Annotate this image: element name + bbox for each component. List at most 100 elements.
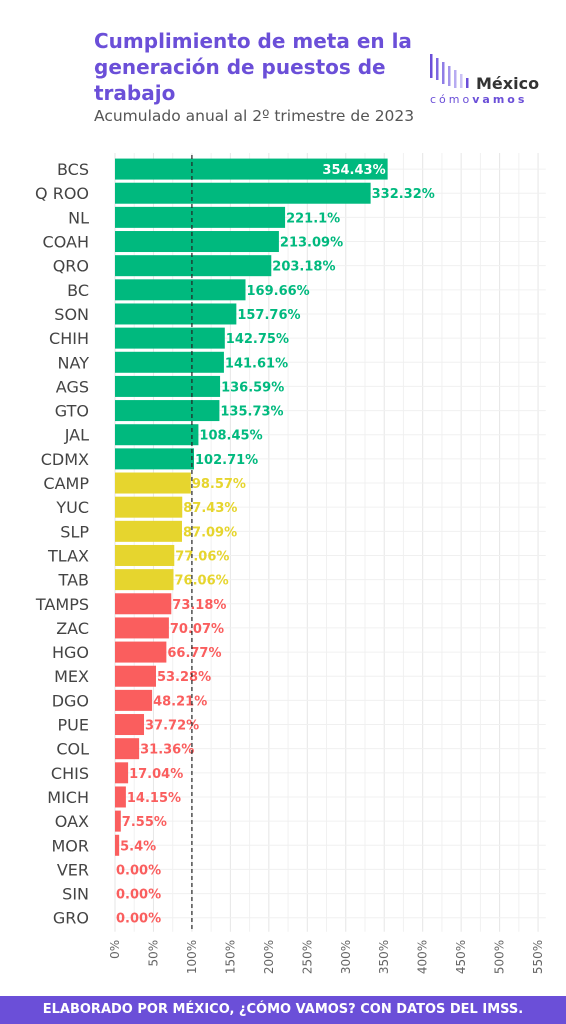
bar-chart: 0% 50% 100% 150% 200% 250% 300% 350% 400% 450% 500… <box>35 153 546 974</box>
bar <box>115 714 145 736</box>
x-tick-label: 200% <box>262 940 276 974</box>
category-label: CHIS <box>51 764 89 783</box>
x-tick-label: 550% <box>531 940 545 974</box>
category-label: COL <box>56 740 89 759</box>
category-label: SIN <box>62 885 89 904</box>
bar <box>115 327 225 349</box>
x-tick-label: 400% <box>416 940 430 974</box>
bar <box>115 255 272 277</box>
bar <box>115 351 224 373</box>
category-label: SLP <box>60 522 89 541</box>
data-label: 70.07% <box>170 622 224 637</box>
x-tick-label: 150% <box>223 940 237 974</box>
category-label: GRO <box>53 909 89 928</box>
bar <box>115 689 153 711</box>
category-label: DGO <box>52 691 89 710</box>
data-label: 141.61% <box>225 356 288 371</box>
x-tick-label: 350% <box>377 940 391 974</box>
data-label: 0.00% <box>116 863 161 878</box>
bar <box>115 544 175 566</box>
bar <box>115 738 140 760</box>
data-label: 66.77% <box>167 646 221 661</box>
bar <box>115 303 237 325</box>
category-label: PUE <box>58 716 89 735</box>
x-tick-label: 50% <box>146 940 160 967</box>
bar <box>115 520 182 542</box>
data-label: 37.72% <box>145 719 199 734</box>
x-tick-label: 500% <box>493 940 507 974</box>
x-tick-label: 0% <box>108 940 122 959</box>
data-label: 77.06% <box>175 549 229 564</box>
logo-name: México <box>476 74 540 93</box>
category-label: Q ROO <box>35 184 89 203</box>
category-label: GTO <box>55 402 89 421</box>
category-label: VER <box>57 860 89 879</box>
bar <box>115 158 388 180</box>
bar <box>115 231 279 253</box>
data-label: 108.45% <box>199 429 262 444</box>
data-label: 169.66% <box>247 284 310 299</box>
category-label: TAMPS <box>35 595 89 614</box>
data-label: 87.43% <box>183 501 237 516</box>
bar <box>115 424 199 446</box>
bar <box>115 569 174 591</box>
x-tick-label: 450% <box>454 940 468 974</box>
bar <box>115 617 169 639</box>
category-label: OAX <box>55 812 89 831</box>
data-label: 332.32% <box>372 187 435 202</box>
data-label: 76.06% <box>175 574 229 589</box>
data-label: 142.75% <box>226 332 289 347</box>
data-label: 7.55% <box>122 815 167 830</box>
bar <box>115 593 172 615</box>
bar <box>115 400 220 422</box>
bar <box>115 665 156 687</box>
category-label: BCS <box>57 160 89 179</box>
data-label: 5.4% <box>120 839 156 854</box>
category-label: COAH <box>43 233 89 252</box>
category-label: SON <box>54 305 89 324</box>
data-label: 221.1% <box>286 211 340 226</box>
mexico-como-vamos-logo: México cómovamos <box>426 50 556 106</box>
data-label: 17.04% <box>129 767 183 782</box>
category-label: MICH <box>47 788 89 807</box>
bar <box>115 375 221 397</box>
logo-bars-icon <box>430 54 469 88</box>
data-label: 73.18% <box>172 598 226 613</box>
category-label: BC <box>67 281 89 300</box>
category-label: YUC <box>55 498 89 517</box>
chart-subtitle: Acumulado anual al 2º trimestre de 2023 <box>94 107 415 125</box>
category-label: JAL <box>64 426 89 445</box>
data-label: 87.09% <box>183 525 237 540</box>
bar <box>115 206 286 228</box>
footer-credit: ELABORADO POR MÉXICO, ¿CÓMO VAMOS? CON D… <box>0 996 566 1024</box>
category-label: NAY <box>58 353 90 372</box>
x-tick-label: 300% <box>339 940 353 974</box>
logo-tagline: cómovamos <box>430 93 528 106</box>
data-label: 14.15% <box>127 791 181 806</box>
x-tick-label: 100% <box>185 940 199 974</box>
category-label: QRO <box>53 257 89 276</box>
category-label: TLAX <box>47 546 89 565</box>
category-label: TAB <box>58 571 89 590</box>
bar <box>115 472 191 494</box>
data-label: 213.09% <box>280 236 343 251</box>
bar <box>115 279 246 301</box>
bar <box>115 810 121 832</box>
category-label: ZAC <box>56 619 89 638</box>
category-label: CHIH <box>49 329 89 348</box>
category-label: HGO <box>52 643 89 662</box>
data-label: 48.21% <box>153 694 207 709</box>
category-label: CAMP <box>43 474 89 493</box>
data-label: 157.76% <box>237 308 300 323</box>
data-label: 136.59% <box>221 380 284 395</box>
bar <box>115 641 167 663</box>
bar <box>115 448 195 470</box>
chart-title: Cumplimiento de meta en la generación de… <box>94 29 412 105</box>
data-label: 53.28% <box>157 670 211 685</box>
data-label: 0.00% <box>116 888 161 903</box>
category-label: MOR <box>51 836 89 855</box>
data-label: 354.43% <box>322 163 385 178</box>
category-label: NL <box>68 208 89 227</box>
data-label: 203.18% <box>272 260 335 275</box>
data-label: 98.57% <box>192 477 246 492</box>
